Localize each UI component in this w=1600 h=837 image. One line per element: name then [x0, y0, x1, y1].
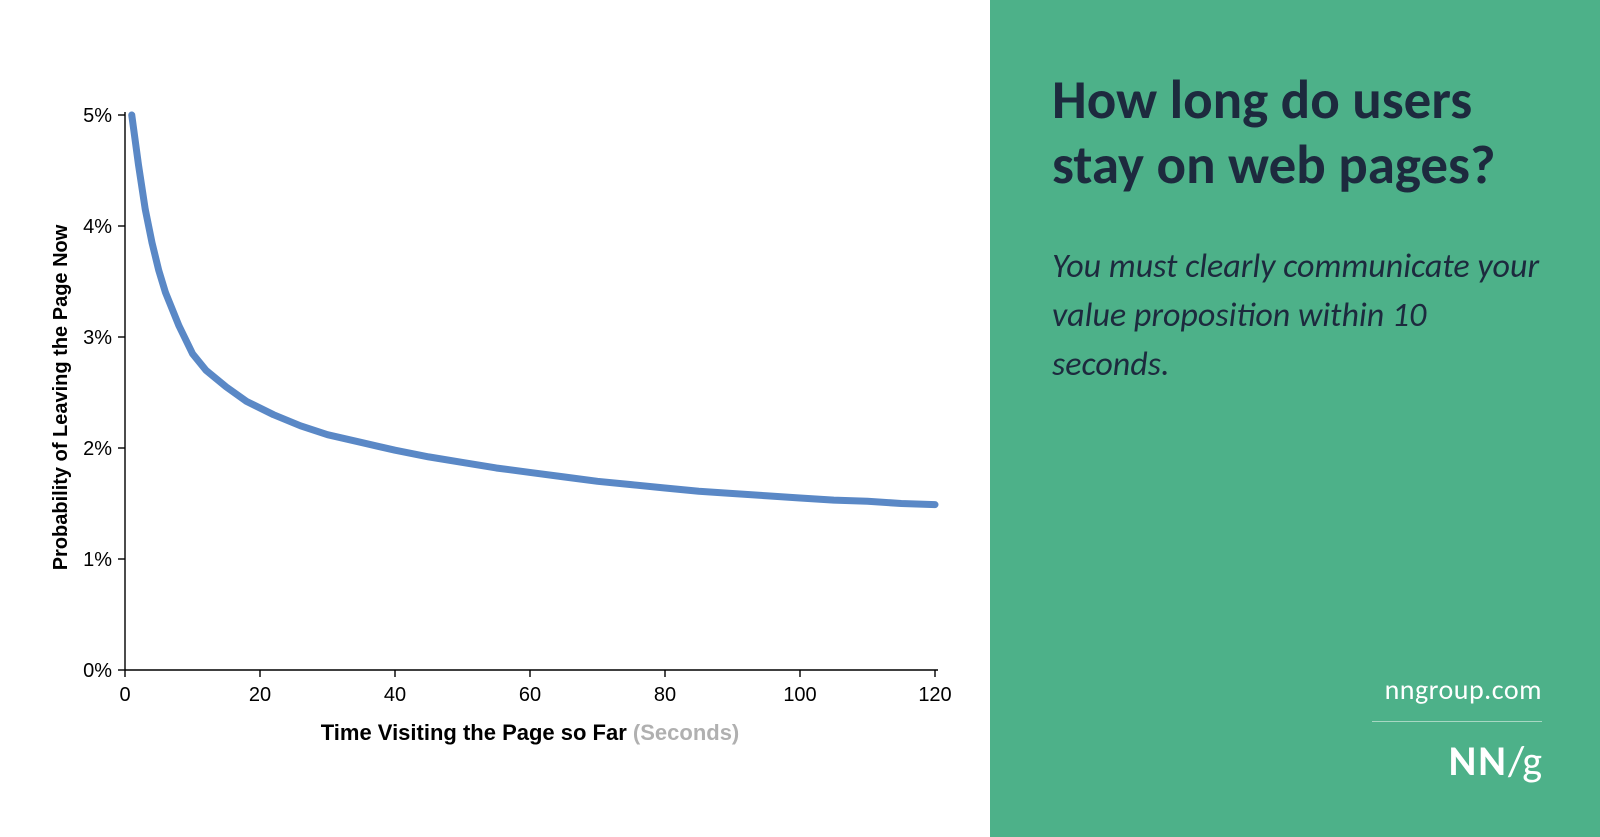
svg-text:60: 60: [519, 684, 541, 706]
svg-text:0%: 0%: [83, 660, 112, 682]
svg-text:0: 0: [119, 684, 130, 706]
svg-text:100: 100: [783, 684, 816, 706]
side-panel: How long do users stay on web pages? You…: [990, 0, 1600, 837]
svg-text:20: 20: [249, 684, 271, 706]
svg-text:3%: 3%: [83, 327, 112, 349]
svg-text:Time Visiting the Page so Far: Time Visiting the Page so Far (Seconds): [321, 720, 740, 745]
site-url: nngroup.com: [1372, 672, 1542, 707]
chart-panel: 0% 1% 2% 3% 4% 5% 0 20 40 60 80 100 120 Probability o…: [0, 0, 990, 837]
svg-text:40: 40: [384, 684, 406, 706]
svg-text:80: 80: [654, 684, 676, 706]
logo-g: g: [1522, 736, 1542, 787]
svg-text:2%: 2%: [83, 438, 112, 460]
logo-slash: /: [1508, 736, 1522, 787]
headline: How long do users stay on web pages?: [1052, 68, 1542, 198]
svg-text:1%: 1%: [83, 549, 112, 571]
svg-text:5%: 5%: [83, 105, 112, 127]
subtext: You must clearly communicate your value …: [1052, 242, 1542, 390]
footer-block: nngroup.com NN/g: [1372, 672, 1542, 787]
svg-text:Probability of Leaving the Pa: Probability of Leaving the Page Now: [50, 224, 72, 570]
svg-text:120: 120: [918, 684, 951, 706]
probability-chart: 0% 1% 2% 3% 4% 5% 0 20 40 60 80 100 120 Probability o…: [0, 0, 990, 837]
logo-nn: NN: [1449, 736, 1508, 787]
nng-logo: NN/g: [1372, 736, 1542, 787]
svg-text:4%: 4%: [83, 216, 112, 238]
footer-divider: [1372, 721, 1542, 722]
